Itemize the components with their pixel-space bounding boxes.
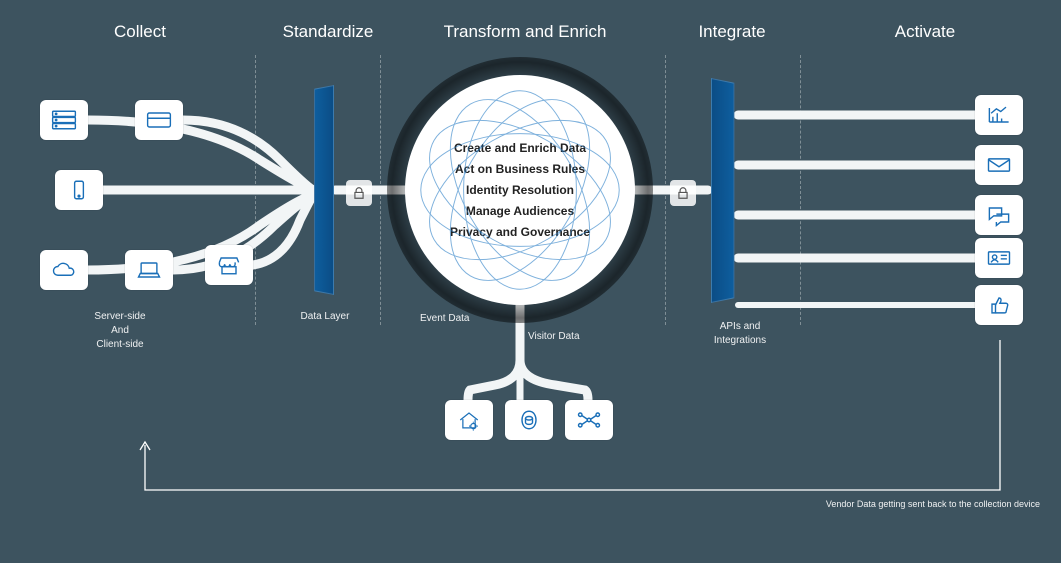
separator-1	[255, 55, 256, 325]
network-icon	[565, 400, 613, 440]
laptop-icon	[125, 250, 173, 290]
separator-4	[800, 55, 801, 325]
caption-integrate: APIs and Integrations	[700, 320, 780, 348]
separator-3	[665, 55, 666, 325]
creditcard-icon	[135, 100, 183, 140]
cloud-icon	[40, 250, 88, 290]
database-icon	[505, 400, 553, 440]
transform-circle: Create and Enrich Data Act on Business R…	[405, 75, 635, 305]
center-item-1: Create and Enrich Data	[454, 139, 586, 157]
chat-icon	[975, 195, 1023, 235]
separator-2	[380, 55, 381, 325]
storefront-icon	[205, 245, 253, 285]
stage-title-collect: Collect	[110, 22, 170, 42]
caption-collect: Server-side And Client-side	[70, 310, 170, 352]
standardize-panel	[314, 85, 334, 295]
integrate-panel	[711, 78, 734, 303]
thumbsup-icon	[975, 285, 1023, 325]
server-icon	[40, 100, 88, 140]
stage-title-standardize: Standardize	[278, 22, 378, 42]
lock-icon-right	[670, 180, 696, 206]
smartphone-icon	[55, 170, 103, 210]
lock-icon-left	[346, 180, 372, 206]
center-item-2: Act on Business Rules	[455, 160, 585, 178]
caption-visitor-data: Visitor Data	[528, 330, 608, 344]
stage-title-integrate: Integrate	[692, 22, 772, 42]
center-item-3: Identity Resolution	[466, 181, 574, 199]
house-gear-icon	[445, 400, 493, 440]
center-item-4: Manage Audiences	[466, 202, 574, 220]
stage-title-transform: Transform and Enrich	[440, 22, 610, 42]
idcard-icon	[975, 238, 1023, 278]
caption-feedback: Vendor Data getting sent back to the col…	[740, 498, 1040, 511]
caption-standardize: Data Layer	[295, 310, 355, 324]
center-item-5: Privacy and Governance	[450, 223, 590, 241]
caption-event-data: Event Data	[420, 312, 500, 326]
barchart-icon	[975, 95, 1023, 135]
stage-title-activate: Activate	[890, 22, 960, 42]
mail-icon	[975, 145, 1023, 185]
